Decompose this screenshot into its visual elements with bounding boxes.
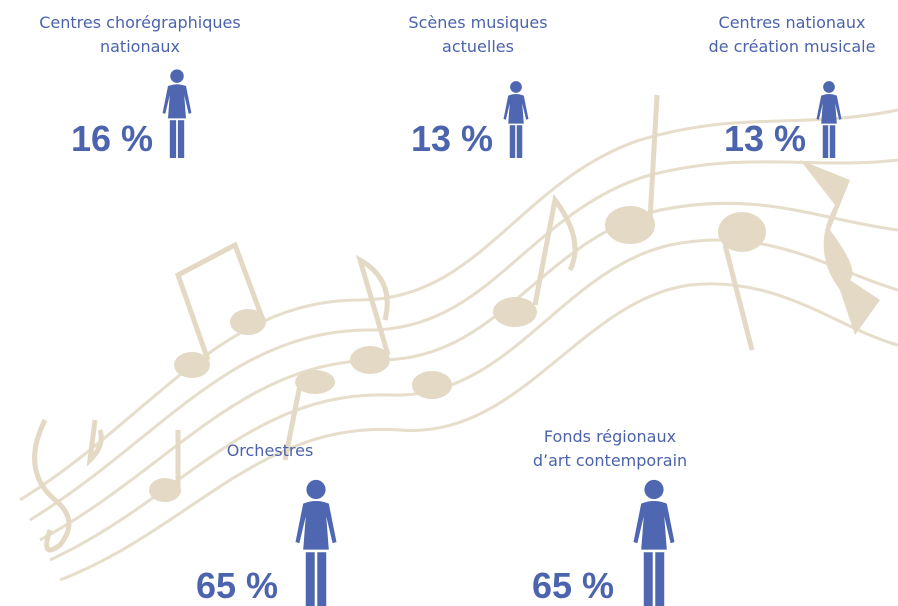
item-orchestres: Orchestres 65 % <box>196 441 337 606</box>
woman-icon <box>504 81 529 158</box>
item-smac: Scènes musiques actuelles 13 % <box>408 13 547 159</box>
item-frac: Fonds régionaux d’art contemporain 65 % <box>532 427 687 606</box>
item-value: 13 % <box>724 118 806 159</box>
item-value: 65 % <box>196 565 278 606</box>
item-label: Centres nationaux <box>719 13 866 32</box>
item-value: 65 % <box>532 565 614 606</box>
item-label: de création musicale <box>709 37 876 56</box>
item-choreographic: Centres chorégraphiques nationaux 16 % <box>39 13 240 159</box>
item-label: Orchestres <box>227 441 314 460</box>
woman-icon <box>634 480 675 606</box>
item-label: d’art contemporain <box>533 451 687 470</box>
page: Centres chorégraphiques nationaux 16 % S… <box>0 0 898 606</box>
item-cncm: Centres nationaux de création musicale 1… <box>709 13 876 159</box>
item-label: Fonds régionaux <box>544 427 676 446</box>
item-value: 13 % <box>411 118 493 159</box>
item-label: Centres chorégraphiques <box>39 13 240 32</box>
woman-icon <box>163 69 192 158</box>
music-staff-decoration <box>20 95 898 580</box>
item-label: actuelles <box>442 37 514 56</box>
infographic: Centres chorégraphiques nationaux 16 % S… <box>0 0 898 606</box>
item-label: nationaux <box>100 37 180 56</box>
woman-icon <box>296 480 337 606</box>
item-label: Scènes musiques <box>408 13 547 32</box>
item-value: 16 % <box>71 118 153 159</box>
